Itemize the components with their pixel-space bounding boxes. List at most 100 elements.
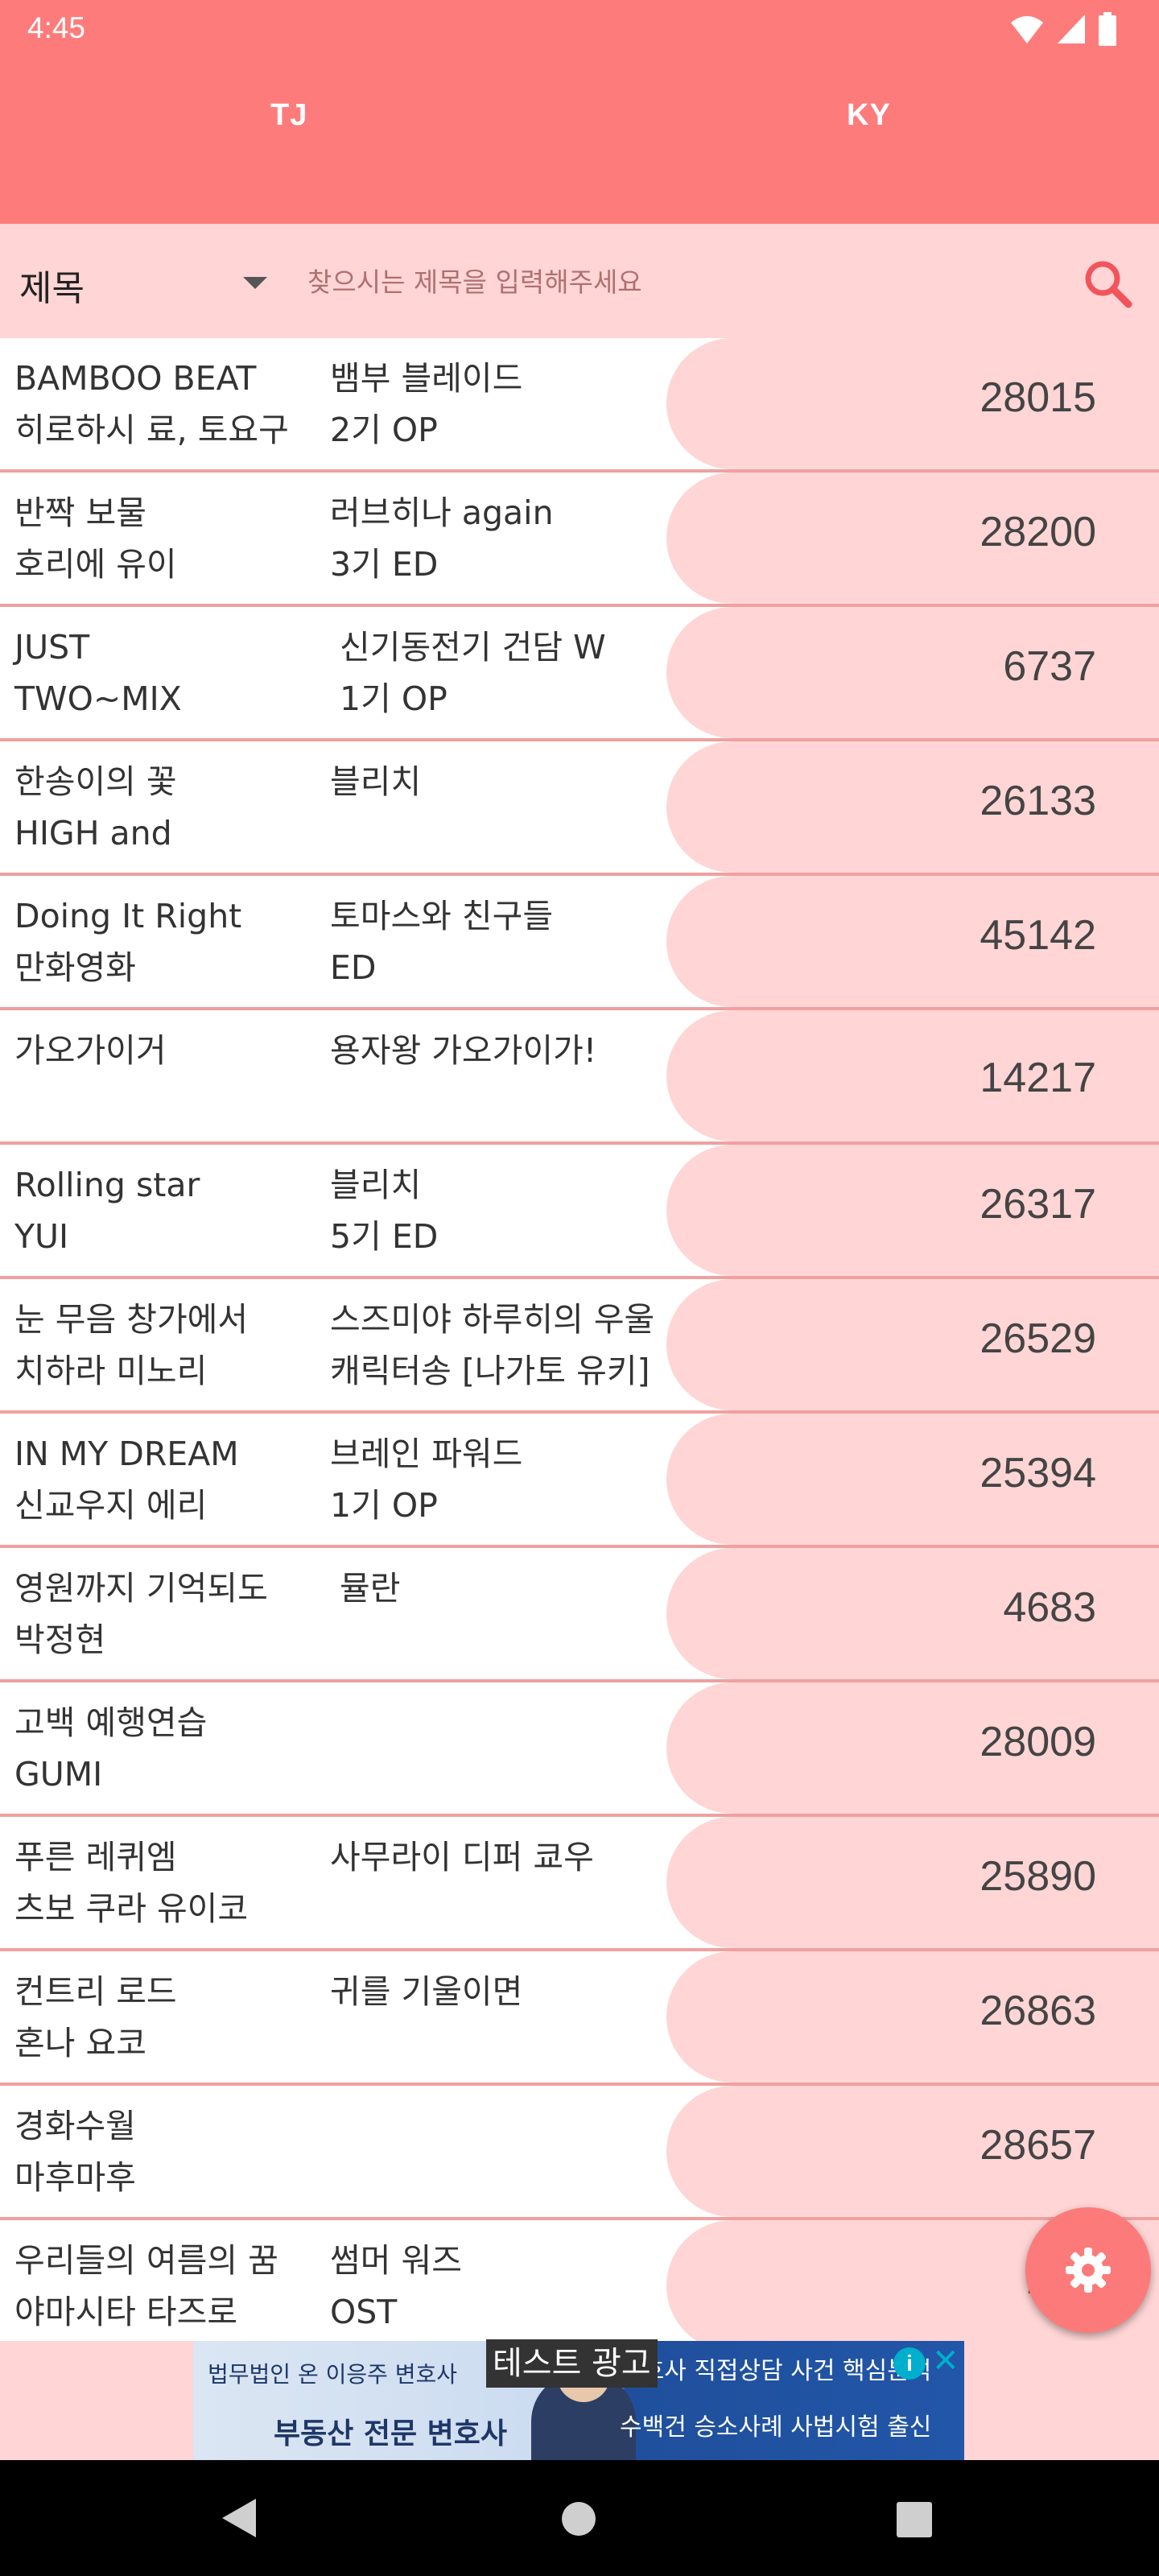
- number-background: [666, 1279, 1159, 1410]
- song-title: 반짝 보물: [14, 493, 146, 532]
- song-row[interactable]: 한송이의 꽃 HIGH and 블리치 26133: [0, 741, 1159, 876]
- number-background: [666, 1010, 1159, 1141]
- song-source: 러브히나 again: [330, 493, 554, 532]
- number-background: [666, 607, 1159, 738]
- song-number: 14217: [980, 1055, 1096, 1101]
- song-source-detail: 캐릭터송 [나가토 유키]: [330, 1352, 650, 1390]
- song-source-detail: OST: [330, 2293, 398, 2331]
- number-background: [666, 741, 1159, 873]
- ad-area: 법무법인 온 이응주 변호사 부동산 전문 변호사 변호사 직접상담 사건 핵심…: [0, 2341, 1159, 2460]
- song-title: 고백 예행연습: [14, 1703, 208, 1742]
- song-number: 6737: [1003, 643, 1096, 690]
- search-input[interactable]: [306, 251, 1050, 312]
- status-icons: [1009, 11, 1117, 47]
- song-number: 25890: [980, 1853, 1096, 1900]
- wifi-icon: [1011, 16, 1043, 43]
- app-header: 4:45 TJ KY: [0, 0, 1159, 224]
- song-number: 26863: [980, 1988, 1096, 2034]
- system-navigation-bar: [0, 2460, 1159, 2576]
- song-title: 한송이의 꽃: [14, 762, 177, 801]
- dropdown-arrow-icon[interactable]: [243, 277, 267, 289]
- status-time: 4:45: [27, 11, 86, 44]
- song-title: IN MY DREAM: [14, 1435, 239, 1473]
- song-source: 브레인 파워드: [330, 1435, 523, 1473]
- ad-text: 수백건 승소사례 사법시험 출신: [620, 2413, 932, 2442]
- song-row[interactable]: Rolling star YUI 블리치 5기 ED 26317: [0, 1145, 1159, 1279]
- song-source-detail: 1기 OP: [340, 679, 448, 718]
- back-icon[interactable]: [219, 2497, 259, 2539]
- song-source: 토마스와 친구들: [330, 897, 554, 935]
- song-number: 28015: [980, 374, 1096, 421]
- song-source-detail: 1기 OP: [330, 1486, 438, 1525]
- test-ad-label: 테스트 광고: [486, 2339, 658, 2388]
- song-source: 뱀부 블레이드: [330, 359, 523, 398]
- number-background: [666, 1951, 1159, 2083]
- song-source-detail: 2기 OP: [330, 411, 438, 449]
- song-row[interactable]: Doing It Right 만화영화 토마스와 친구들 ED 45142: [0, 876, 1159, 1010]
- number-background: [666, 2086, 1159, 2217]
- song-title: 우리들의 여름의 꿈: [14, 2241, 278, 2280]
- settings-button[interactable]: [1025, 2207, 1151, 2333]
- song-list: BAMBOO BEAT 히로하시 료, 토요구 뱀부 블레이드 2기 OP 28…: [0, 338, 1159, 2341]
- song-row[interactable]: 영원까지 기억되도 박정현 뮬란 4683: [0, 1548, 1159, 1682]
- battery-icon: [1099, 12, 1116, 46]
- song-number: 4683: [1003, 1584, 1096, 1631]
- song-artist: 혼나 요코: [14, 2024, 146, 2062]
- song-row[interactable]: BAMBOO BEAT 히로하시 료, 토요구 뱀부 블레이드 2기 OP 28…: [0, 338, 1159, 473]
- song-artist: 야마시타 타즈로: [14, 2293, 238, 2331]
- number-background: [666, 1548, 1159, 1679]
- song-title: 경화수월: [14, 2107, 136, 2145]
- song-row[interactable]: 눈 무음 창가에서 치하라 미노리 스즈미야 하루히의 우울 캐릭터송 [나가토…: [0, 1279, 1159, 1414]
- home-icon[interactable]: [560, 2500, 597, 2537]
- song-source: 신기동전기 건담 W: [340, 628, 606, 667]
- song-row[interactable]: IN MY DREAM 신교우지 에리 브레인 파워드 1기 OP 25394: [0, 1414, 1159, 1548]
- recents-icon[interactable]: [897, 2502, 932, 2537]
- song-source: 블리치: [330, 762, 422, 801]
- ad-text: 변호사 직접상담 사건 핵심분석: [620, 2357, 932, 2385]
- song-artist: 츠보 쿠라 유이코: [14, 1889, 249, 1928]
- song-row[interactable]: 고백 예행연습 GUMI 28009: [0, 1682, 1159, 1817]
- song-artist: TWO~MIX: [14, 679, 182, 718]
- song-artist: 히로하시 료, 토요구: [14, 411, 289, 449]
- song-artist: 호리에 유이: [14, 545, 177, 584]
- song-source: 뮬란: [340, 1569, 401, 1608]
- song-row[interactable]: 반짝 보물 호리에 유이 러브히나 again 3기 ED 28200: [0, 473, 1159, 607]
- song-number: 26133: [980, 778, 1096, 824]
- song-source: 블리치: [330, 1166, 422, 1204]
- song-title: Doing It Right: [14, 897, 242, 935]
- song-number: 28200: [980, 509, 1096, 555]
- song-title: 영원까지 기억되도: [14, 1569, 268, 1608]
- song-row[interactable]: JUST TWO~MIX 신기동전기 건담 W 1기 OP 6737: [0, 607, 1159, 741]
- song-row[interactable]: 우리들의 여름의 꿈 야마시타 타즈로 썸머 워즈 OST 285: [0, 2220, 1159, 2341]
- search-icon[interactable]: [1079, 254, 1136, 312]
- song-source: 썸머 워즈: [330, 2241, 462, 2280]
- number-background: [666, 1145, 1159, 1276]
- song-row[interactable]: 가오가이거 용자왕 가오가이가! 14217: [0, 1010, 1159, 1145]
- song-artist: HIGH and: [14, 814, 172, 852]
- song-title: BAMBOO BEAT: [14, 359, 257, 398]
- number-background: [666, 1682, 1159, 1814]
- song-title: 푸른 레퀴엠: [14, 1838, 177, 1876]
- search-bar: 제목: [0, 224, 1159, 338]
- song-source-detail: 3기 ED: [330, 545, 439, 584]
- search-type-dropdown[interactable]: 제목: [19, 268, 85, 309]
- song-artist: 치하라 미노리: [14, 1352, 208, 1390]
- ad-info-icon[interactable]: i: [893, 2347, 926, 2380]
- ad-text: 부동산 전문 변호사: [274, 2417, 508, 2450]
- song-row[interactable]: 경화수월 마후마후 28657: [0, 2086, 1159, 2220]
- song-artist: GUMI: [14, 1755, 103, 1794]
- tab-ky[interactable]: KY: [847, 98, 891, 132]
- song-artist: 만화영화: [14, 948, 136, 987]
- tab-tj[interactable]: TJ: [270, 98, 308, 132]
- ad-text: 법무법인 온 이응주 변호사: [208, 2361, 458, 2388]
- song-title: 눈 무음 창가에서: [14, 1300, 249, 1339]
- song-source: 귀를 기울이면: [330, 1972, 523, 2011]
- song-source-detail: 5기 ED: [330, 1217, 439, 1256]
- song-source: 사무라이 디퍼 쿄우: [330, 1838, 594, 1876]
- song-row[interactable]: 푸른 레퀴엠 츠보 쿠라 유이코 사무라이 디퍼 쿄우 25890: [0, 1817, 1159, 1951]
- song-artist: 박정현: [14, 1620, 106, 1659]
- song-row[interactable]: 컨트리 로드 혼나 요코 귀를 기울이면 26863: [0, 1951, 1159, 2086]
- number-background: [666, 473, 1159, 604]
- ad-close-icon[interactable]: ✕: [932, 2343, 959, 2380]
- number-background: [666, 1414, 1159, 1545]
